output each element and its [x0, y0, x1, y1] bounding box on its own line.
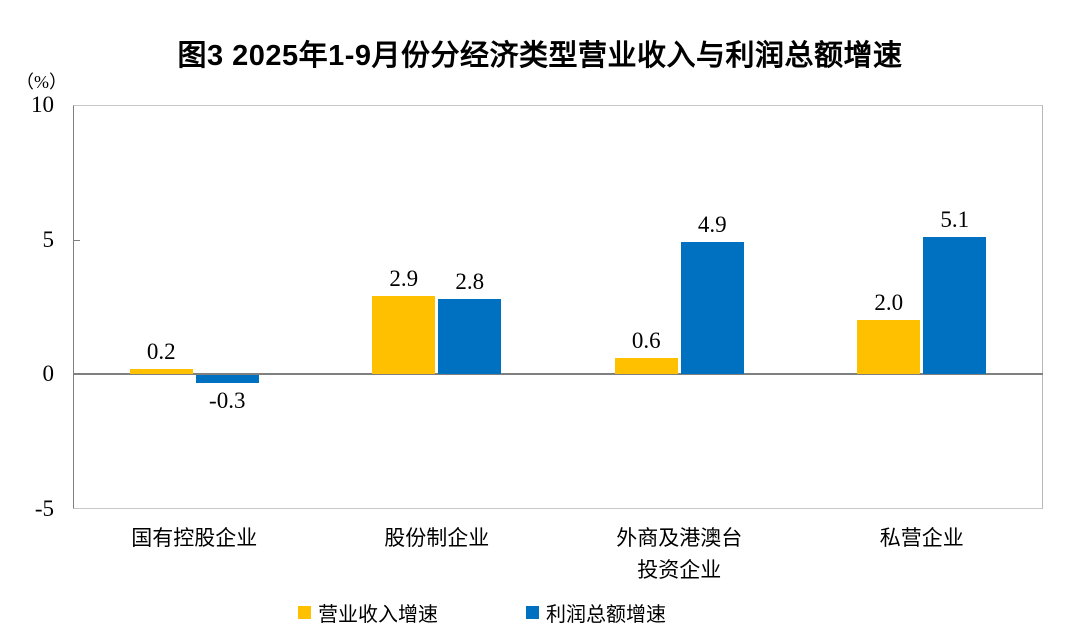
value-label: 0.6 — [631, 328, 661, 354]
bar-revenue — [857, 320, 921, 375]
bar-profit — [923, 236, 987, 375]
legend-item-profit: 利润总额增速 — [526, 598, 666, 627]
category-label: 股份制企业 — [384, 526, 490, 550]
y-tick-mark — [73, 239, 80, 241]
legend-label-revenue: 营业收入增速 — [318, 604, 438, 626]
y-tick-label: -5 — [34, 496, 54, 521]
value-label: -0.3 — [209, 388, 246, 414]
category-label: 国有控股企业 — [131, 526, 258, 550]
category-label: 私营企业 — [879, 526, 964, 550]
value-label: 5.1 — [940, 206, 970, 232]
value-label: 4.9 — [697, 212, 727, 238]
value-label: 2.9 — [389, 266, 419, 292]
bar-profit — [195, 375, 259, 384]
legend-item-revenue: 营业收入增速 — [298, 598, 438, 627]
bar-profit — [680, 242, 744, 375]
bar-revenue — [372, 296, 436, 375]
y-tick-label: 5 — [42, 226, 55, 252]
bar-revenue — [614, 358, 678, 375]
bar-profit — [438, 298, 502, 375]
y-tick-label: 0 — [42, 361, 55, 387]
legend-swatch-profit — [526, 606, 539, 619]
y-axis-unit-label: （%） — [16, 72, 67, 92]
value-label: 0.2 — [146, 338, 176, 364]
legend-label-profit: 利润总额增速 — [546, 604, 666, 626]
y-tick-label: 10 — [31, 92, 54, 117]
category-label: 外商及港澳台 投资企业 — [616, 526, 743, 582]
value-label: 2.8 — [455, 268, 485, 294]
legend-swatch-revenue — [298, 606, 311, 619]
zero-axis-line — [73, 373, 1043, 376]
bar-revenue — [129, 368, 193, 375]
value-label: 2.0 — [874, 290, 904, 316]
plot-area — [73, 105, 1043, 509]
legend: 营业收入增速 利润总额增速 — [298, 598, 666, 627]
chart-title: 图3 2025年1-9月份分经济类型营业收入与利润总额增速 — [177, 40, 903, 72]
